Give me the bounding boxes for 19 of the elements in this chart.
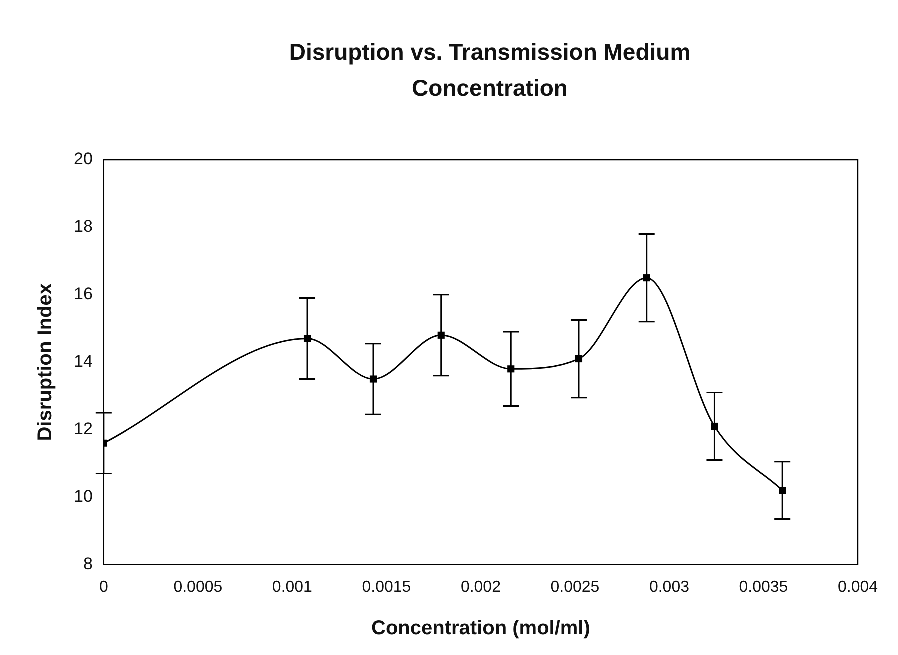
x-tick-label: 0.001 xyxy=(272,578,313,596)
x-tick-label: 0.0025 xyxy=(550,578,600,596)
x-tick-label: 0.002 xyxy=(460,578,502,596)
y-tick-label: 16 xyxy=(74,284,93,304)
y-axis-title: Disruption Index xyxy=(34,284,57,442)
x-tick-label: 0.0015 xyxy=(362,578,412,596)
y-tick-label: 20 xyxy=(74,150,93,169)
y-tick-label: 10 xyxy=(74,487,93,506)
x-tick-label: 0 xyxy=(99,578,108,596)
y-tick-label: 8 xyxy=(83,554,93,574)
x-tick-label: 0.0005 xyxy=(174,578,223,596)
x-axis-title: Concentration (mol/ml) xyxy=(372,618,590,640)
y-tick-label: 12 xyxy=(74,420,93,439)
x-tick-label: 0.003 xyxy=(649,578,690,596)
y-tick-label: 14 xyxy=(74,352,93,372)
chart-title: Disruption vs. Transmission Medium Concentration xyxy=(288,38,692,103)
x-tick-label: 0.004 xyxy=(838,578,878,596)
x-tick-label: 0.0035 xyxy=(739,578,788,596)
y-tick-label: 18 xyxy=(74,217,93,236)
